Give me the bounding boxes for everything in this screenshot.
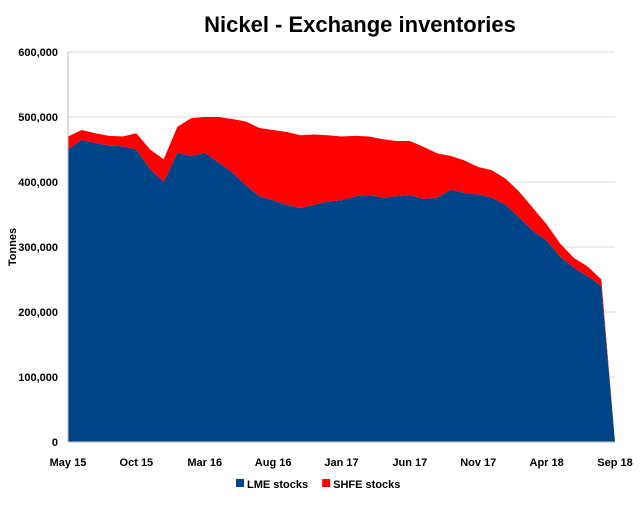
legend: LME stocks SHFE stocks (236, 479, 400, 491)
x-tick-label: Jan 17 (324, 457, 358, 469)
legend-label-lme-stocks: LME stocks (247, 479, 308, 491)
y-tick-label: 500,000 (18, 112, 58, 124)
chart-title: Nickel - Exchange inventories (204, 12, 516, 37)
plot-areas (68, 117, 615, 442)
y-tick-label: 300,000 (18, 242, 58, 254)
x-tick-label: Oct 15 (120, 457, 154, 469)
lme-stocks-area (68, 139, 615, 442)
legend-label-shfe-stocks: SHFE stocks (333, 479, 400, 491)
x-tick-label: Nov 17 (460, 457, 496, 469)
legend-swatch-shfe-stocks (322, 479, 331, 487)
y-tick-label: 400,000 (18, 177, 58, 189)
x-tick-label: Jun 17 (392, 457, 427, 469)
x-tick-label: Aug 16 (255, 457, 292, 469)
y-tick-label: 600,000 (18, 47, 58, 59)
x-tick-label: Sep 18 (597, 457, 632, 469)
legend-swatch-lme-stocks (236, 479, 244, 487)
x-tick-label: Mar 16 (187, 457, 222, 469)
y-tick-label: 100,000 (18, 372, 58, 384)
x-tick-label: May 15 (50, 457, 87, 469)
axes: 0 100,000 200,000 300,000 400,000 500,000 600,… (18, 47, 633, 469)
x-tick-label: Apr 18 (530, 457, 564, 469)
y-tick-label: 0 (52, 437, 58, 449)
shfe-stocks-area (68, 117, 615, 442)
y-tick-label: 200,000 (18, 307, 58, 319)
y-axis-label: Tonnes (7, 228, 19, 266)
